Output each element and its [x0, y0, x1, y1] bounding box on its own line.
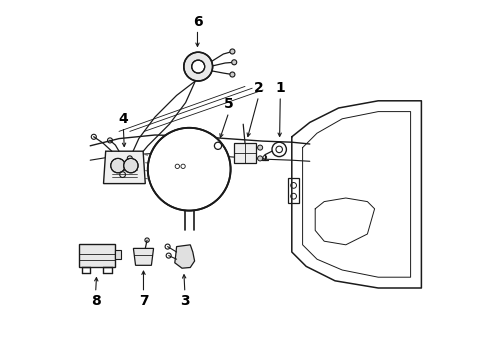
Polygon shape — [175, 245, 195, 268]
Polygon shape — [133, 248, 153, 265]
Text: 1: 1 — [275, 81, 285, 95]
Polygon shape — [103, 151, 145, 184]
Polygon shape — [234, 143, 256, 163]
Polygon shape — [174, 157, 204, 182]
Text: 3: 3 — [180, 294, 190, 307]
Text: 7: 7 — [139, 294, 148, 307]
Circle shape — [232, 60, 237, 65]
Polygon shape — [79, 244, 115, 267]
Circle shape — [192, 60, 205, 73]
Text: 5: 5 — [224, 98, 234, 111]
Circle shape — [230, 72, 235, 77]
Circle shape — [148, 128, 231, 211]
Circle shape — [123, 158, 138, 173]
Polygon shape — [115, 250, 121, 259]
Text: 4: 4 — [119, 112, 128, 126]
Circle shape — [258, 145, 263, 150]
Circle shape — [184, 52, 213, 81]
Circle shape — [258, 156, 263, 161]
Text: 6: 6 — [193, 15, 202, 28]
Circle shape — [230, 49, 235, 54]
Circle shape — [111, 158, 125, 173]
Text: 8: 8 — [91, 294, 100, 307]
Text: 2: 2 — [254, 81, 264, 95]
